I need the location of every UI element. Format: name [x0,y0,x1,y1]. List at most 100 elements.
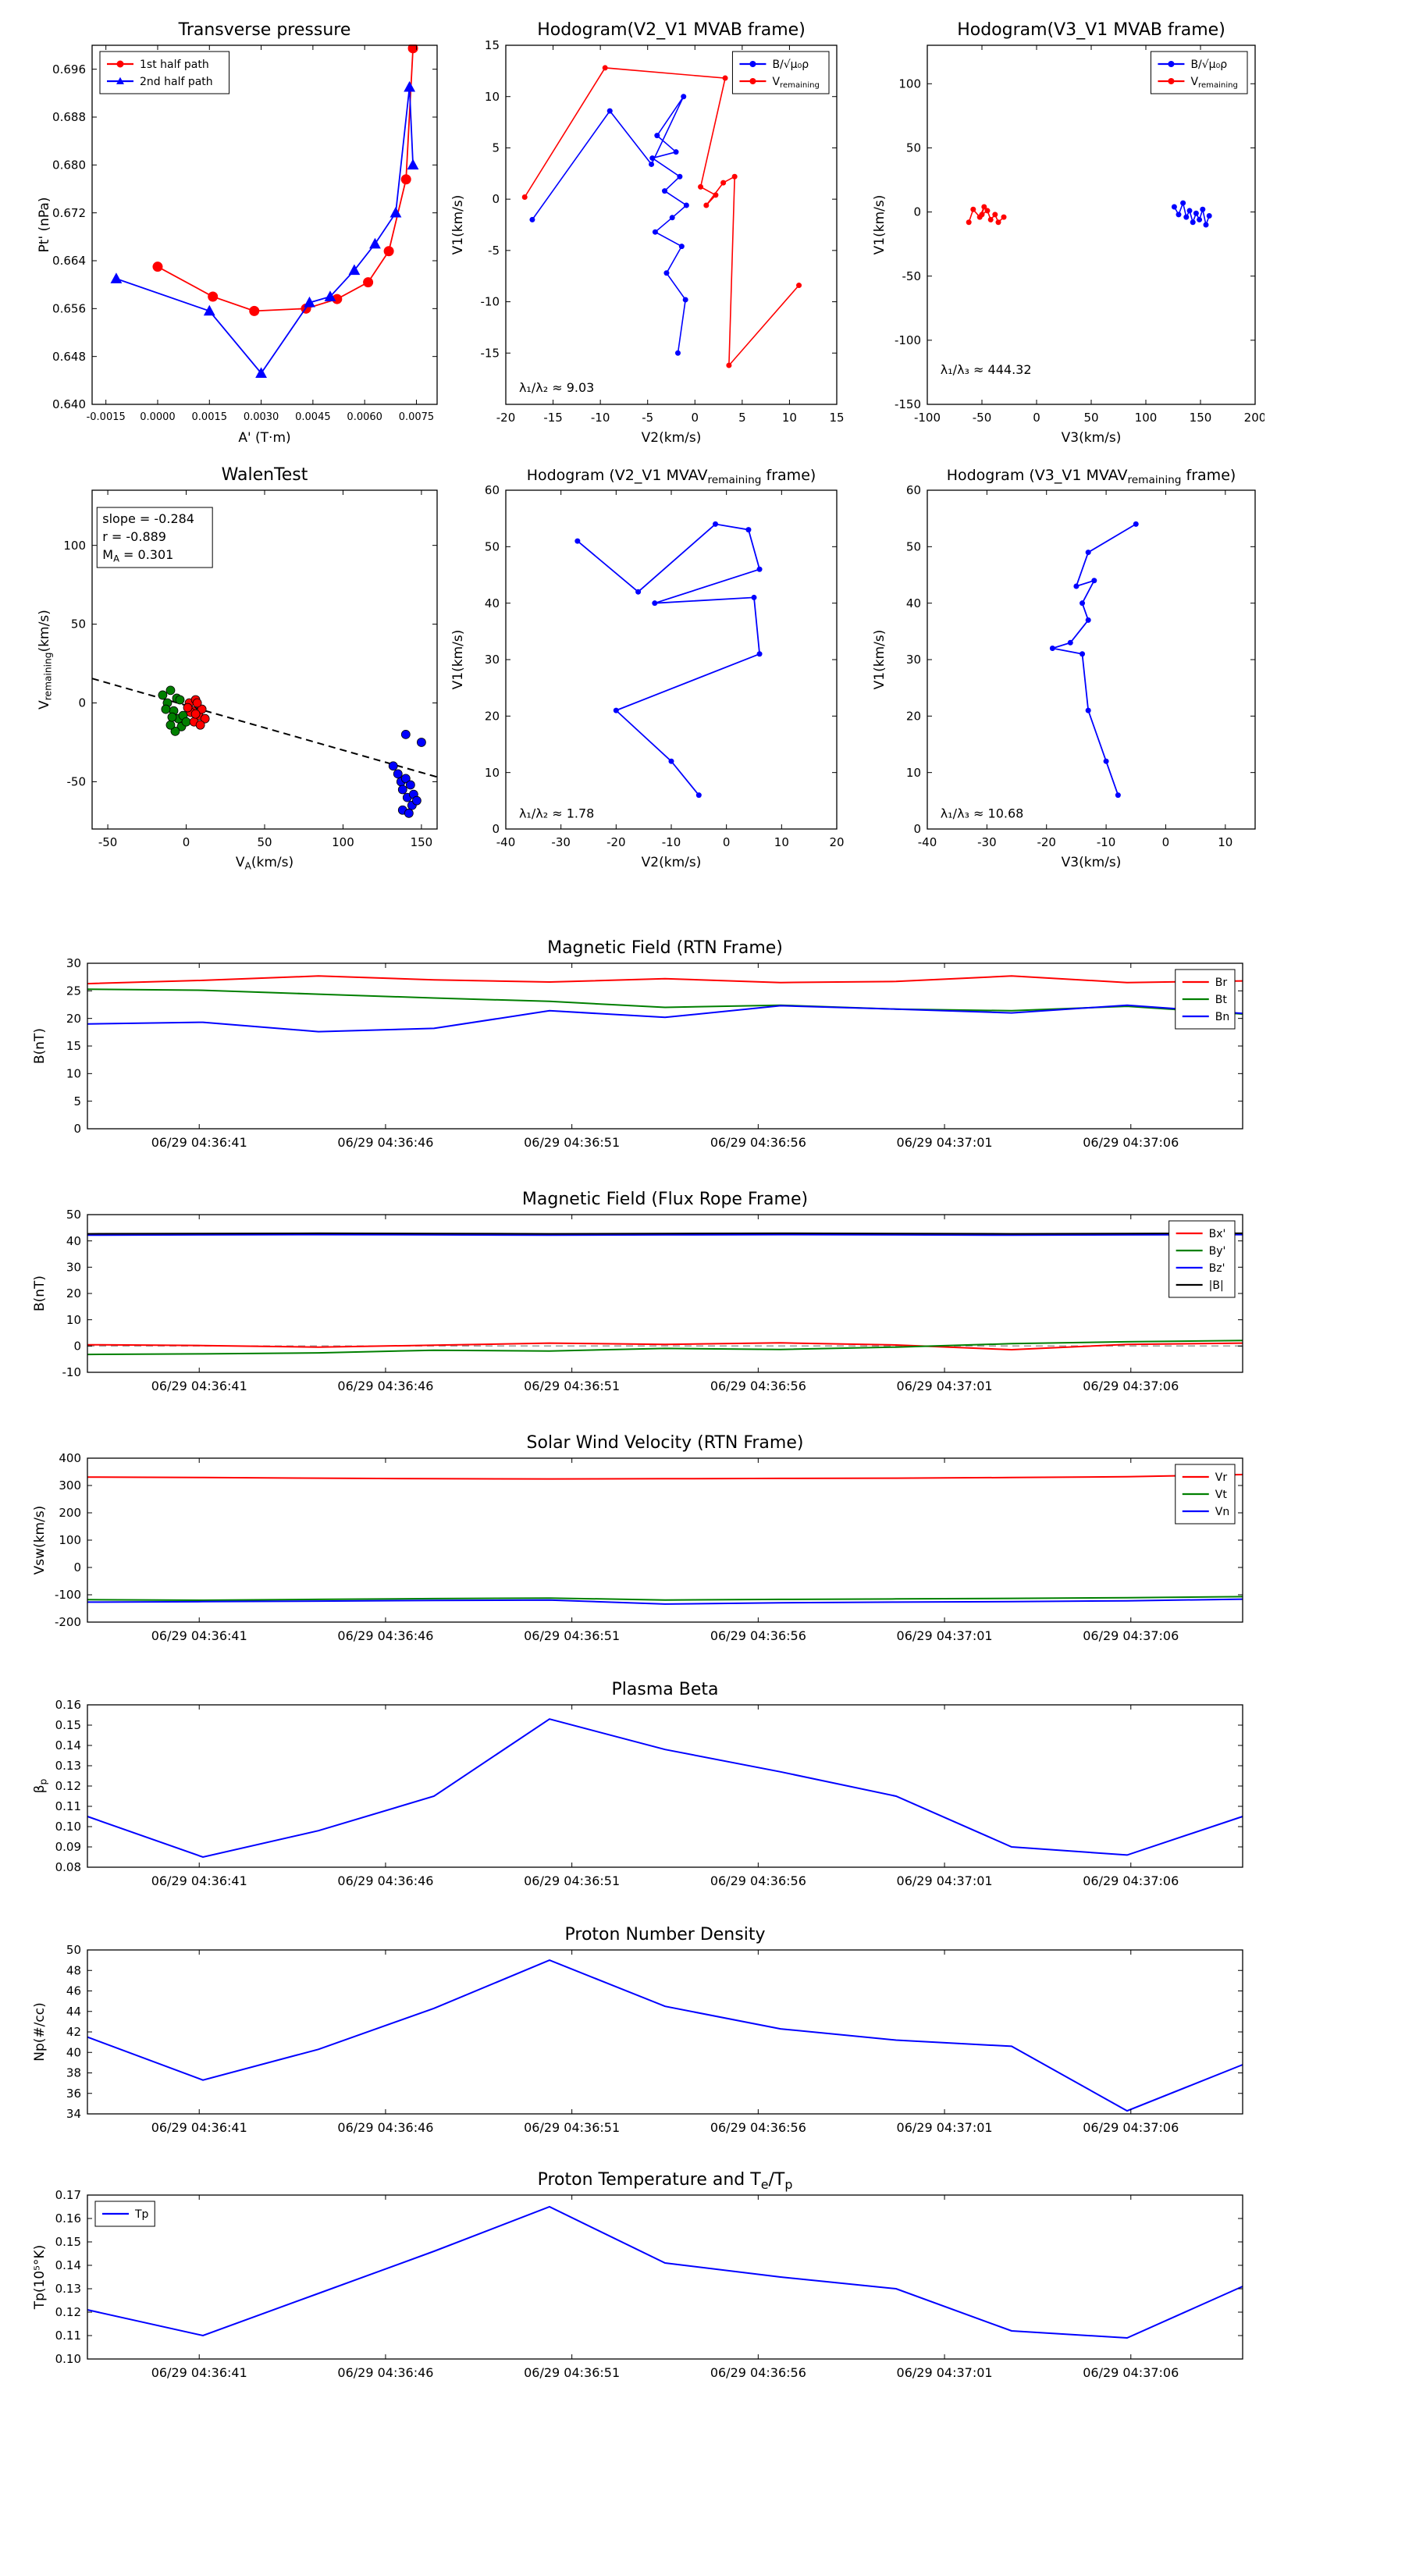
svg-text:Magnetic Field (Flux Rope Fram: Magnetic Field (Flux Rope Frame) [522,1190,808,1209]
svg-text:-50: -50 [67,775,87,789]
svg-text:06/29 04:36:56: 06/29 04:36:56 [710,2365,806,2380]
svg-text:B(nT): B(nT) [32,1276,48,1311]
svg-text:5: 5 [73,1094,81,1108]
svg-text:V1(km/s): V1(km/s) [450,195,466,255]
svg-text:0: 0 [492,192,500,206]
svg-text:Solar Wind Velocity (RTN Frame: Solar Wind Velocity (RTN Frame) [527,1433,804,1453]
annotation: λ₁/λ₂ ≈ 9.03 [519,380,594,395]
svg-text:0: 0 [723,835,731,849]
svg-text:-20: -20 [606,835,626,849]
svg-text:Tp(10⁵°K): Tp(10⁵°K) [32,2245,48,2311]
svg-text:Bx': Bx' [1209,1228,1226,1240]
svg-text:10: 10 [66,1313,81,1327]
svg-text:0.15: 0.15 [55,1718,81,1732]
chart-solar-wind-velocity: 06/29 04:36:41 06/29 04:36:46 06/29 04:36:… [32,1433,1243,1643]
svg-text:400: 400 [59,1451,81,1465]
series-Tp [87,2205,1243,2339]
svg-text:By': By' [1209,1245,1226,1258]
series-V-path [1049,521,1139,799]
svg-text:06/29 04:36:46: 06/29 04:36:46 [337,2120,433,2135]
svg-text:38: 38 [66,2066,81,2080]
axis-ticks: -40 -30 -20 -10 0 10 0 10 20 30 40 50 60 [906,483,1255,849]
svg-text:06/29 04:37:06: 06/29 04:37:06 [1083,2365,1179,2380]
svg-text:100: 100 [59,1533,81,1547]
svg-text:20: 20 [66,1286,81,1300]
svg-text:06/29 04:36:51: 06/29 04:36:51 [524,2120,620,2135]
svg-text:0.13: 0.13 [55,1759,81,1773]
svg-text:λ₁/λ₂ ≈ 9.03: λ₁/λ₂ ≈ 9.03 [519,380,594,395]
svg-text:50: 50 [257,835,272,849]
svg-text:Proton Number Density: Proton Number Density [565,1925,766,1944]
chart-walen-test: -50 0 50 100 150 -50 0 50 100 WalenTest VA(km/s) Vr… [37,465,438,872]
axis-ticks: 06/29 04:36:41 06/29 04:36:46 06/29 04:36:… [62,1208,1243,1393]
svg-text:-100: -100 [55,1588,81,1602]
svg-text:V2(km/s): V2(km/s) [642,430,702,446]
series-Vr [87,1474,1243,1480]
svg-text:WalenTest: WalenTest [222,465,308,485]
svg-text:0.0015: 0.0015 [192,411,228,423]
legend: Br Bt Bn [1175,969,1236,1030]
svg-text:V1(km/s): V1(km/s) [450,630,466,690]
svg-text:150: 150 [1190,411,1212,425]
series-Bz-prime [87,1233,1243,1236]
panel-transverse-pressure: -0.0015 0.0000 0.0015 0.0030 0.0045 0.0060 0.0… [26,10,446,453]
plot-area [87,1474,1243,1605]
series-Vt [87,1596,1243,1602]
chart-hodogram-v2v1-mvab: -20 -15 -10 -5 0 5 10 15 -15 -10 -5 0 5 10 15 Hodogram(… [450,20,845,446]
svg-text:-100: -100 [895,333,921,347]
legend: Vr Vt Vn [1175,1464,1236,1525]
svg-text:06/29 04:36:46: 06/29 04:36:46 [337,1628,433,1643]
svg-text:06/29 04:36:46: 06/29 04:36:46 [337,1873,433,1888]
svg-text:0: 0 [78,696,86,710]
svg-text:-50: -50 [902,269,922,283]
series-V-path [574,521,763,799]
panel-magnetic-field-fluxrope: 06/29 04:36:41 06/29 04:36:46 06/29 04:36:… [23,1185,1252,1407]
svg-text:slope = -0.284: slope = -0.284 [102,511,194,526]
svg-text:10: 10 [66,1066,81,1080]
series-Br [87,975,1243,985]
annotation: λ₁/λ₃ ≈ 444.32 [941,362,1032,377]
svg-text:06/29 04:36:41: 06/29 04:36:41 [151,1628,247,1643]
svg-text:06/29 04:37:01: 06/29 04:37:01 [897,2120,993,2135]
svg-text:15: 15 [829,411,844,425]
svg-text:V1(km/s): V1(km/s) [872,630,887,690]
svg-text:0.17: 0.17 [55,2188,81,2202]
svg-text:0: 0 [913,205,921,219]
svg-text:06/29 04:36:51: 06/29 04:36:51 [524,1628,620,1643]
legend: B/√μ₀ρ Vremaining [731,51,830,94]
svg-text:0.664: 0.664 [52,254,86,268]
svg-text:30: 30 [485,653,500,667]
series-Bt [87,988,1243,1015]
svg-text:10: 10 [1218,835,1232,849]
plot-area [87,1718,1243,1859]
svg-text:200: 200 [1244,411,1264,425]
svg-text:Vsw(km/s): Vsw(km/s) [32,1506,48,1575]
svg-text:42: 42 [66,2025,81,2039]
svg-text:Bt: Bt [1215,994,1228,1006]
svg-text:0.13: 0.13 [55,2282,81,2296]
svg-text:-0.0015: -0.0015 [87,411,126,423]
chart-transverse-pressure: -0.0015 0.0000 0.0015 0.0030 0.0045 0.0060 0.0… [37,20,438,446]
svg-text:06/29 04:36:56: 06/29 04:36:56 [710,1628,806,1643]
svg-text:-15: -15 [543,411,563,425]
annotation: λ₁/λ₃ ≈ 10.68 [941,806,1024,821]
series-cluster-blue [388,729,426,818]
svg-text:06/29 04:36:41: 06/29 04:36:41 [151,2120,247,2135]
svg-text:0.688: 0.688 [52,110,86,124]
panel-hodogram-v3v1-mvav: -40 -30 -20 -10 0 10 0 10 20 30 40 50 60 Hodogram (V3… [861,455,1264,877]
plot-area [521,65,802,368]
svg-text:5: 5 [492,141,500,155]
svg-text:300: 300 [59,1478,81,1493]
svg-text:0: 0 [183,835,190,849]
svg-text:0.15: 0.15 [55,2235,81,2249]
svg-text:Magnetic Field (RTN Frame): Magnetic Field (RTN Frame) [547,938,783,958]
svg-text:βp: βp [32,1778,49,1793]
svg-text:06/29 04:36:46: 06/29 04:36:46 [337,1135,433,1150]
svg-text:06/29 04:36:56: 06/29 04:36:56 [710,2120,806,2135]
plot-area [87,1959,1243,2112]
svg-text:-10: -10 [662,835,681,849]
svg-text:0.08: 0.08 [55,1860,81,1874]
svg-text:06/29 04:36:46: 06/29 04:36:46 [337,1379,433,1393]
plot-area [574,521,763,799]
